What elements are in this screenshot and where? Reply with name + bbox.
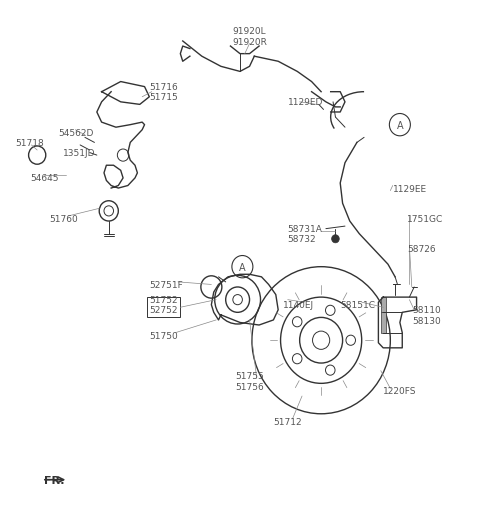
Text: 58151C: 58151C [340,301,375,309]
Text: 54562D: 54562D [59,128,94,137]
Text: 91920L
91920R: 91920L 91920R [232,27,267,46]
Bar [381,313,385,333]
Circle shape [332,235,339,243]
Text: A: A [239,262,246,272]
Text: 1129EE: 1129EE [393,184,427,193]
Text: 51750: 51750 [149,331,178,340]
Text: 51755
51756: 51755 51756 [235,372,264,391]
Text: 51760: 51760 [49,215,78,223]
Text: 1751GC: 1751GC [407,215,443,223]
Text: 51716
51715: 51716 51715 [149,83,178,102]
Text: 51752
52752: 51752 52752 [149,295,178,315]
Text: 58110
58130: 58110 58130 [412,305,441,325]
Bar [147,298,180,318]
Text: 1351JD: 1351JD [63,149,96,158]
Text: 1140EJ: 1140EJ [283,301,314,309]
Text: FR.: FR. [44,475,65,485]
Text: 58731A
58732: 58731A 58732 [288,224,323,244]
Text: 51712: 51712 [274,417,302,426]
Text: 52751F: 52751F [149,280,183,289]
Text: A: A [396,121,403,130]
Text: 1129ED: 1129ED [288,98,323,107]
Text: 54645: 54645 [30,174,59,183]
Text: 1220FS: 1220FS [383,387,417,395]
Text: 58726: 58726 [407,245,436,254]
Text: 51718: 51718 [16,138,45,148]
Bar [381,298,385,313]
